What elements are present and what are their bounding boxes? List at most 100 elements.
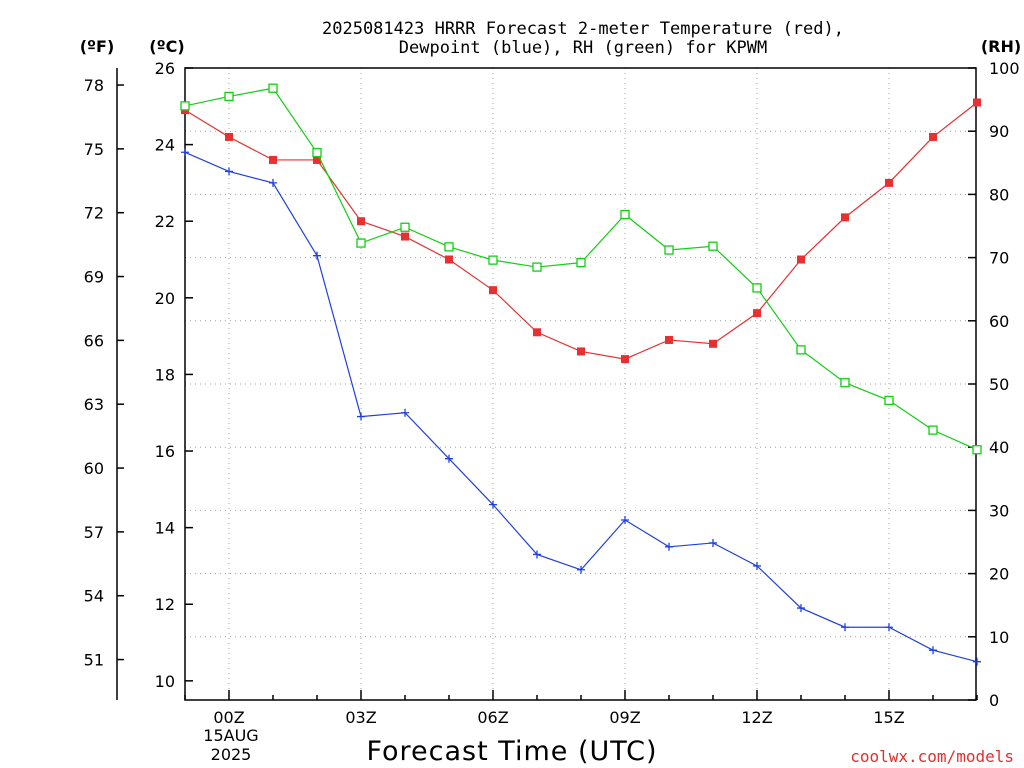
dewpoint-point	[929, 646, 937, 655]
celsius-tick-label: 18	[155, 365, 175, 384]
date-day-label: 15AUG	[203, 726, 258, 745]
celsius-tick-label: 14	[155, 519, 175, 538]
x-axis-label: Forecast Time (UTC)	[366, 736, 657, 767]
temperature-point	[533, 328, 541, 337]
rh-point	[928, 425, 938, 435]
fahrenheit-tick-label: 60	[84, 459, 104, 478]
axis-ticks: 10 12 14 16 18 20 22 24 26 51 54 57 60 63 66 69 72 75 78 0 1…	[84, 59, 1020, 727]
celsius-tick-label: 20	[155, 289, 175, 308]
dewpoint-point	[621, 515, 629, 524]
temperature-point	[313, 155, 321, 164]
temperature-point	[445, 255, 453, 264]
rh-point	[884, 395, 894, 406]
rh-tick-label: 60	[989, 312, 1009, 331]
celsius-unit-label: (ºC)	[149, 37, 184, 56]
temperature-point	[885, 178, 893, 187]
dewpoint-point	[753, 561, 761, 570]
rh-tick-label: 100	[989, 59, 1020, 78]
rh-series-line	[184, 87, 978, 451]
dewpoint-point	[709, 538, 717, 547]
rh-point	[312, 148, 322, 158]
credit-label: coolwx.com/models	[850, 747, 1014, 766]
rh-point	[268, 83, 278, 93]
rh-tick-label: 10	[989, 628, 1009, 647]
dewpoint-point	[313, 251, 321, 260]
dewpoint-point	[533, 550, 541, 559]
temperature-point	[621, 355, 629, 364]
rh-point	[532, 262, 542, 272]
x-tick-label: 03Z	[345, 708, 376, 727]
dewpoint-point	[401, 408, 409, 417]
rh-point	[576, 258, 586, 268]
temperature-point	[225, 132, 233, 141]
dewpoint-point	[225, 167, 233, 176]
dewpoint-point	[445, 454, 453, 463]
rh-point	[180, 101, 190, 111]
rh-point	[620, 209, 630, 220]
x-tick-label: 06Z	[477, 708, 508, 727]
grid-lines	[185, 68, 976, 700]
dewpoint-point	[489, 500, 497, 509]
temperature-point	[665, 335, 673, 344]
rh-tick-label: 90	[989, 122, 1009, 141]
rh-tick-label: 50	[989, 375, 1009, 394]
celsius-tick-label: 24	[155, 136, 175, 155]
temperature-point	[973, 98, 981, 107]
fahrenheit-tick-label: 78	[84, 76, 104, 95]
rh-tick-label: 0	[989, 691, 999, 710]
rh-tick-label: 70	[989, 249, 1009, 268]
fahrenheit-tick-label: 51	[84, 651, 104, 670]
x-tick-label: 00Z	[213, 708, 244, 727]
dewpoint-point	[181, 148, 189, 157]
rh-point	[400, 222, 410, 232]
fahrenheit-tick-label: 75	[84, 140, 104, 159]
fahrenheit-tick-label: 54	[84, 587, 104, 606]
fahrenheit-tick-label: 72	[84, 204, 104, 223]
temperature-point	[709, 339, 717, 348]
dewpoint-point	[797, 604, 805, 613]
celsius-tick-label: 26	[155, 59, 175, 78]
temperature-point	[269, 155, 277, 164]
rh-tick-label: 30	[989, 501, 1009, 520]
temperature-point	[753, 309, 761, 318]
rh-tick-label: 20	[989, 565, 1009, 584]
date-year-label: 2025	[211, 745, 252, 764]
rh-point	[752, 283, 762, 293]
temperature-point	[401, 232, 409, 241]
chart-title-line1: 2025081423 HRRR Forecast 2-meter Tempera…	[322, 19, 844, 39]
dewpoint-point	[665, 542, 673, 551]
rh-point	[488, 255, 498, 265]
fahrenheit-tick-label: 66	[84, 331, 104, 350]
data-series	[180, 83, 982, 666]
celsius-tick-label: 22	[155, 212, 175, 231]
temperature-point	[489, 286, 497, 295]
x-tick-label: 12Z	[741, 708, 772, 727]
dewpoint-point	[577, 565, 585, 574]
dewpoint-point	[841, 623, 849, 632]
dewpoint-series-line	[184, 151, 978, 663]
fahrenheit-tick-label: 63	[84, 395, 104, 414]
temperature-point	[577, 347, 585, 356]
rh-point	[796, 345, 806, 355]
rh-point	[708, 241, 718, 251]
dewpoint-point	[885, 623, 893, 632]
dewpoint-point	[357, 412, 365, 421]
rh-unit-label: (RH)	[981, 37, 1021, 56]
rh-point	[664, 245, 674, 255]
chart-title-line2: Dewpoint (blue), RH (green) for KPWM	[399, 38, 767, 58]
dewpoint-point	[973, 657, 981, 666]
fahrenheit-tick-label: 57	[84, 523, 104, 542]
celsius-tick-label: 10	[155, 672, 175, 691]
rh-point	[444, 242, 454, 252]
fahrenheit-tick-label: 69	[84, 268, 104, 287]
x-tick-label: 15Z	[873, 708, 904, 727]
rh-point	[224, 91, 234, 102]
temperature-point	[797, 255, 805, 264]
x-tick-label: 09Z	[609, 708, 640, 727]
rh-point	[972, 445, 982, 455]
rh-tick-label: 80	[989, 185, 1009, 204]
rh-point	[356, 238, 366, 248]
temperature-point	[929, 132, 937, 141]
celsius-tick-label: 12	[155, 595, 175, 614]
